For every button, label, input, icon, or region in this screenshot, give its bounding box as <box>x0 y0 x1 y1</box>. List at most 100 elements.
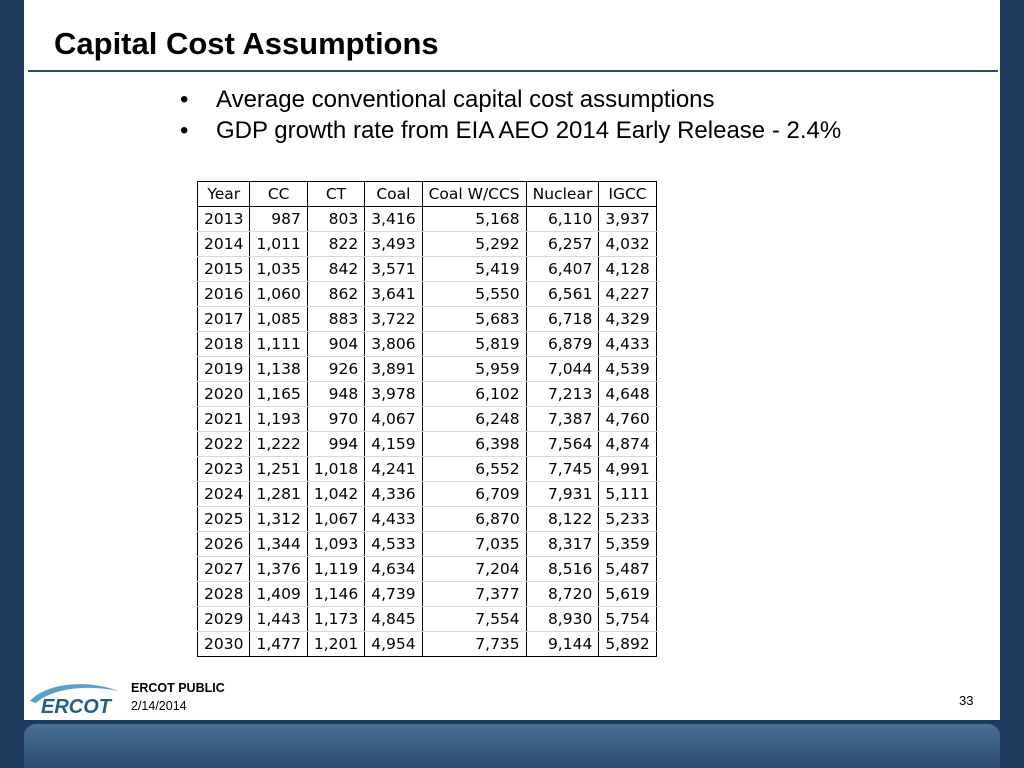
cost-cell: 5,754 <box>598 606 657 632</box>
cost-cell: 6,552 <box>421 456 527 482</box>
cost-cell: 5,487 <box>598 556 657 582</box>
cost-cell: 904 <box>306 331 366 357</box>
cost-cell: 8,720 <box>525 581 600 607</box>
cost-cell: 8,930 <box>525 606 600 632</box>
capital-cost-table: Year CC CT Coal Coal W/CCS Nuclear IGCC 2013 98… <box>196 181 657 657</box>
footer-date: 2/14/2014 <box>131 699 187 713</box>
ercot-logo: ERCOT <box>30 684 118 718</box>
cost-cell: 3,978 <box>364 381 423 407</box>
cost-cell: 1,138 <box>249 356 308 382</box>
cost-cell: 8,122 <box>525 506 600 532</box>
year-cell: 2016 <box>196 281 251 307</box>
cost-cell: 6,870 <box>421 506 527 532</box>
table-row: 2029 1,443 1,173 4,845 7,554 8,930 5,754 <box>196 606 657 632</box>
year-cell: 2013 <box>196 206 251 232</box>
cost-cell: 1,067 <box>306 506 366 532</box>
cost-cell: 4,433 <box>598 331 657 357</box>
cost-cell: 6,561 <box>525 281 600 307</box>
year-cell: 2022 <box>196 431 251 457</box>
bullet-dot: • <box>180 117 189 144</box>
cost-cell: 4,032 <box>598 231 657 257</box>
year-cell: 2025 <box>196 506 251 532</box>
cost-cell: 5,359 <box>598 531 657 557</box>
cost-cell: 4,845 <box>364 606 423 632</box>
table-row: 2028 1,409 1,146 4,739 7,377 8,720 5,619 <box>196 581 657 607</box>
cost-cell: 3,416 <box>364 206 423 232</box>
table-row: 2022 1,222 994 4,159 6,398 7,564 4,874 <box>196 431 657 457</box>
cost-cell: 9,144 <box>525 631 600 657</box>
cost-cell: 6,102 <box>421 381 527 407</box>
year-cell: 2026 <box>196 531 251 557</box>
cost-cell: 4,241 <box>364 456 423 482</box>
year-cell: 2019 <box>196 356 251 382</box>
column-header: Coal <box>364 181 423 207</box>
year-cell: 2020 <box>196 381 251 407</box>
cost-cell: 1,201 <box>306 631 366 657</box>
cost-cell: 1,093 <box>306 531 366 557</box>
cost-cell: 6,248 <box>421 406 527 432</box>
cost-cell: 1,312 <box>249 506 308 532</box>
cost-cell: 4,067 <box>364 406 423 432</box>
cost-cell: 4,227 <box>598 281 657 307</box>
cost-cell: 6,257 <box>525 231 600 257</box>
cost-cell: 4,533 <box>364 531 423 557</box>
cost-cell: 4,329 <box>598 306 657 332</box>
table-row: 2027 1,376 1,119 4,634 7,204 8,516 5,487 <box>196 556 657 582</box>
table-row: 2015 1,035 842 3,571 5,419 6,407 4,128 <box>196 256 657 282</box>
cost-cell: 1,018 <box>306 456 366 482</box>
cost-cell: 7,035 <box>421 531 527 557</box>
cost-cell: 4,760 <box>598 406 657 432</box>
bullet-text: Average conventional capital cost assump… <box>216 86 715 113</box>
bullet-item: • GDP growth rate from EIA AEO 2014 Early… <box>176 115 841 146</box>
cost-cell: 4,954 <box>364 631 423 657</box>
page-number: 33 <box>959 693 974 708</box>
cost-cell: 3,641 <box>364 281 423 307</box>
year-cell: 2030 <box>196 631 251 657</box>
cost-cell: 948 <box>306 381 366 407</box>
cost-cell: 5,111 <box>598 481 657 507</box>
cost-cell: 5,419 <box>421 256 527 282</box>
cost-cell: 7,931 <box>525 481 600 507</box>
logo-swoosh <box>30 684 118 703</box>
cost-cell: 6,407 <box>525 256 600 282</box>
cost-cell: 1,376 <box>249 556 308 582</box>
cost-cell: 4,648 <box>598 381 657 407</box>
table-row: 2017 1,085 883 3,722 5,683 6,718 4,329 <box>196 306 657 332</box>
year-cell: 2028 <box>196 581 251 607</box>
year-cell: 2018 <box>196 331 251 357</box>
table-row: 2014 1,011 822 3,493 5,292 6,257 4,032 <box>196 231 657 257</box>
cost-cell: 1,409 <box>249 581 308 607</box>
cost-cell: 3,891 <box>364 356 423 382</box>
cost-cell: 883 <box>306 306 366 332</box>
column-header: CT <box>306 181 366 207</box>
cost-cell: 4,634 <box>364 556 423 582</box>
cost-cell: 1,146 <box>306 581 366 607</box>
bullet-dot: • <box>180 86 189 113</box>
column-header: IGCC <box>598 181 657 207</box>
cost-cell: 4,874 <box>598 431 657 457</box>
cost-cell: 7,735 <box>421 631 527 657</box>
cost-cell: 1,251 <box>249 456 308 482</box>
cost-cell: 1,119 <box>306 556 366 582</box>
cost-cell: 3,571 <box>364 256 423 282</box>
column-header: Nuclear <box>525 181 600 207</box>
table-row: 2013 987 803 3,416 5,168 6,110 3,937 <box>196 206 657 232</box>
cost-cell: 5,819 <box>421 331 527 357</box>
year-cell: 2021 <box>196 406 251 432</box>
cost-cell: 862 <box>306 281 366 307</box>
cost-cell: 926 <box>306 356 366 382</box>
cost-cell: 1,085 <box>249 306 308 332</box>
table-row: 2025 1,312 1,067 4,433 6,870 8,122 5,233 <box>196 506 657 532</box>
cost-cell: 4,336 <box>364 481 423 507</box>
table-row: 2019 1,138 926 3,891 5,959 7,044 4,539 <box>196 356 657 382</box>
cost-cell: 3,937 <box>598 206 657 232</box>
title-divider <box>28 70 998 72</box>
table-row: 2021 1,193 970 4,067 6,248 7,387 4,760 <box>196 406 657 432</box>
cost-cell: 1,111 <box>249 331 308 357</box>
cost-cell: 4,539 <box>598 356 657 382</box>
cost-cell: 5,892 <box>598 631 657 657</box>
cost-cell: 7,564 <box>525 431 600 457</box>
cost-cell: 5,959 <box>421 356 527 382</box>
cost-cell: 1,477 <box>249 631 308 657</box>
cost-cell: 4,159 <box>364 431 423 457</box>
